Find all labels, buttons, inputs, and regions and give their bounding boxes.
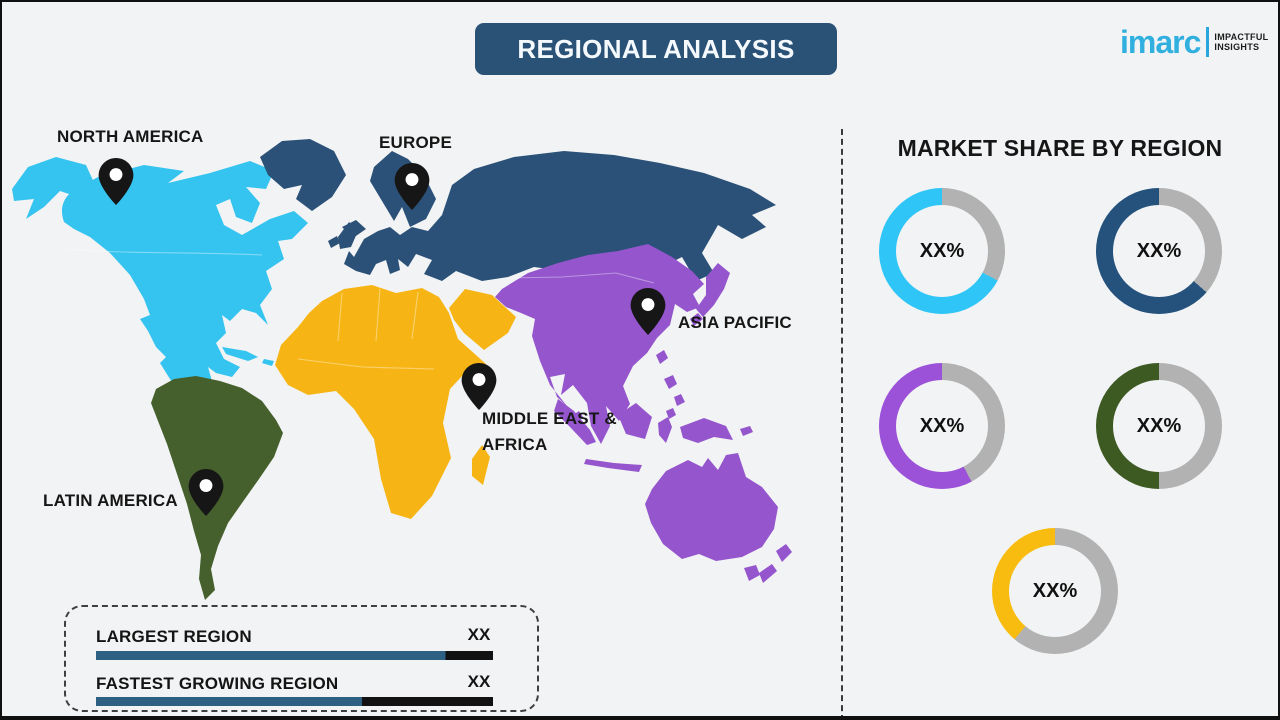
map-label-line: MIDDLE EAST &	[482, 409, 617, 428]
donut-value: XX%	[1136, 414, 1182, 437]
legend-box: LARGEST REGION XX FASTEST GROWING REGION…	[64, 605, 539, 712]
donut-chart-asia-pacific: XX%	[879, 363, 1005, 489]
map-region-middle-east-africa	[275, 285, 516, 519]
donut-chart-middle-east-africa: XX%	[992, 528, 1118, 654]
donut-hole: XX%	[896, 205, 988, 297]
legend-label-largest-region: LARGEST REGION	[96, 627, 252, 646]
map-label-middle-east-africa: MIDDLE EAST & AFRICA	[482, 406, 617, 458]
map-label-europe: EUROPE	[379, 133, 452, 152]
donut-hole: XX%	[1113, 380, 1205, 472]
donut-hole: XX%	[896, 380, 988, 472]
legend-label-fastest-growing-region: FASTEST GROWING REGION	[96, 674, 339, 693]
map-label-line: AFRICA	[482, 435, 548, 454]
logo-tagline-line: INSIGHTS	[1214, 42, 1260, 52]
legend-bar-largest-region	[96, 651, 493, 660]
page-title: REGIONAL ANALYSIS	[517, 33, 795, 64]
donut-chart-europe: XX%	[1096, 188, 1222, 314]
location-pin-europe	[394, 163, 430, 210]
location-pin-latin-america	[188, 469, 224, 516]
location-pin-middle-east-africa	[461, 363, 497, 410]
imarc-logo-wordmark: imarc	[1120, 24, 1201, 60]
map-region-europe	[260, 139, 776, 281]
location-pin-asia-pacific	[630, 288, 666, 335]
donut-chart-north-america: XX%	[879, 188, 1005, 314]
donut-hole: XX%	[1113, 205, 1205, 297]
location-pin-north-america	[98, 158, 134, 205]
map-label-north-america: NORTH AMERICA	[57, 127, 204, 146]
donut-value: XX%	[1136, 239, 1182, 262]
world-map	[12, 139, 792, 600]
legend-bar-fastest-growing-region	[96, 697, 493, 706]
map-label-latin-america: LATIN AMERICA	[43, 491, 178, 510]
map-region-north-america	[12, 157, 308, 401]
page-title-banner: REGIONAL ANALYSIS	[475, 23, 837, 75]
legend-value-largest-region: XX	[467, 625, 491, 644]
logo-tagline: IMPACTFUL INSIGHTS	[1214, 32, 1268, 53]
donut-chart-latin-america: XX%	[1096, 363, 1222, 489]
logo-tagline-line: IMPACTFUL	[1214, 31, 1269, 42]
imarc-logo: imarc IMPACTFUL INSIGHTS	[1120, 26, 1268, 58]
legend-value-fastest-growing-region: XX	[467, 672, 491, 691]
donut-value: XX%	[919, 239, 965, 262]
logo-divider	[1206, 27, 1210, 57]
donut-hole: XX%	[1009, 545, 1101, 637]
map-internal-borders	[63, 248, 655, 370]
donut-value: XX%	[919, 414, 965, 437]
section-divider	[841, 129, 843, 716]
map-label-asia-pacific: ASIA PACIFIC	[678, 313, 792, 332]
market-share-heading: MARKET SHARE BY REGION	[897, 135, 1223, 161]
donut-value: XX%	[1032, 579, 1078, 602]
